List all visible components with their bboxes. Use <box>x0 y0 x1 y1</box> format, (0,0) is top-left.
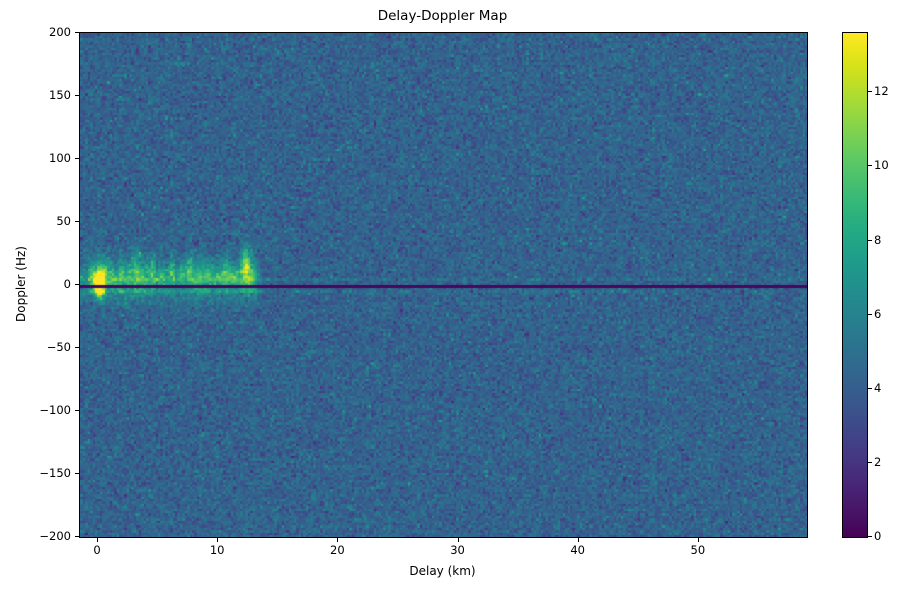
x-tick-mark <box>97 538 99 542</box>
colorbar-tick-mark <box>868 239 872 241</box>
y-tick-label: 150 <box>49 88 71 102</box>
y-tick-label: 0 <box>63 277 71 291</box>
colorbar-tick-label: 0 <box>874 529 882 543</box>
y-tick-mark <box>75 32 79 33</box>
plot-area <box>79 32 808 538</box>
y-tick-label: −50 <box>46 340 71 354</box>
colorbar-tick-mark <box>868 461 872 463</box>
y-tick-mark <box>75 536 79 537</box>
colorbar-tick-label: 2 <box>874 454 882 469</box>
y-tick-mark <box>75 347 79 348</box>
x-tick-label: 20 <box>330 543 345 557</box>
x-tick-label: 0 <box>93 543 101 557</box>
x-tick-label: 30 <box>450 543 465 557</box>
y-tick-label: −200 <box>39 529 71 543</box>
heatmap-image <box>80 33 807 537</box>
x-axis-label: Delay (km) <box>409 564 476 578</box>
colorbar-tick-mark <box>868 165 872 167</box>
colorbar-tick-label: 8 <box>874 232 882 247</box>
y-tick-mark <box>75 221 79 222</box>
colorbar-tick-label: 4 <box>874 380 882 395</box>
y-tick-label: −150 <box>39 466 71 480</box>
colorbar <box>842 32 868 538</box>
colorbar-tick-mark <box>868 91 872 93</box>
y-tick-label: −100 <box>39 403 71 417</box>
x-tick-mark <box>457 538 459 542</box>
y-tick-mark <box>75 284 79 285</box>
colorbar-tick-mark <box>868 387 872 389</box>
y-tick-mark <box>75 158 79 159</box>
colorbar-tick-mark <box>868 536 872 537</box>
colorbar-tick-label: 6 <box>874 306 882 321</box>
x-tick-label: 50 <box>690 543 706 557</box>
x-tick-label: 40 <box>570 543 585 557</box>
y-tick-label: 200 <box>49 25 71 39</box>
colorbar-tick-label: 10 <box>874 158 889 173</box>
x-tick-mark <box>697 538 699 542</box>
x-tick-label: 10 <box>209 543 225 557</box>
y-tick-mark <box>75 95 79 96</box>
y-tick-label: 100 <box>49 151 71 165</box>
y-tick-label: 50 <box>56 214 71 228</box>
y-tick-mark <box>75 410 79 411</box>
x-tick-mark <box>217 538 219 542</box>
x-tick-mark <box>337 538 339 542</box>
colorbar-gradient <box>843 33 867 537</box>
y-tick-mark <box>75 473 79 474</box>
colorbar-tick-mark <box>868 313 872 315</box>
colorbar-tick-label: 12 <box>874 84 889 99</box>
x-tick-mark <box>577 538 579 542</box>
y-axis-label: Doppler (Hz) <box>14 246 28 322</box>
chart-title: Delay-Doppler Map <box>377 8 508 24</box>
